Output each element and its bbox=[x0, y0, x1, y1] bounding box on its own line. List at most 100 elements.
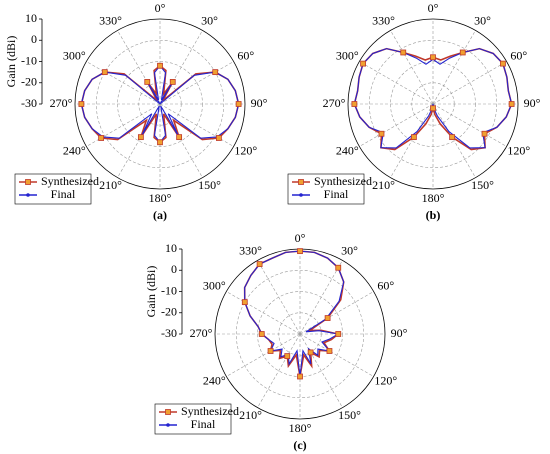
angle-tick-label: 90° bbox=[524, 96, 541, 110]
radial-tick-label: -20 bbox=[21, 75, 37, 89]
series-marker bbox=[351, 101, 358, 107]
angle-tick-label: 150° bbox=[471, 178, 494, 192]
grid-circle bbox=[74, 18, 246, 190]
grid-circle bbox=[347, 18, 519, 190]
angle-tick-label: 120° bbox=[507, 143, 530, 157]
angle-tick-label: 330° bbox=[239, 243, 262, 257]
angle-tick-label: 210° bbox=[239, 408, 262, 422]
grid-spoke bbox=[226, 333, 301, 377]
series-marker bbox=[157, 62, 163, 69]
series-marker bbox=[215, 135, 222, 141]
angle-tick-label: 240° bbox=[63, 143, 86, 157]
grid-spoke bbox=[117, 103, 161, 178]
angle-tick-label: 330° bbox=[372, 13, 395, 27]
series-marker bbox=[241, 299, 248, 306]
series-marker bbox=[430, 105, 436, 112]
angle-tick-label: 150° bbox=[338, 408, 361, 422]
angle-tick-label: 150° bbox=[198, 178, 221, 192]
series-marker bbox=[378, 130, 385, 137]
radial-tick-label: 10 bbox=[165, 241, 177, 255]
angle-tick-label: 270° bbox=[323, 96, 346, 110]
angle-tick-label: 120° bbox=[234, 143, 257, 157]
legend-marker bbox=[166, 423, 170, 427]
subfigure-caption: (c) bbox=[293, 438, 306, 452]
radial-tick-label: 0 bbox=[171, 262, 177, 276]
series-marker bbox=[508, 101, 515, 107]
subfigure-caption: (a) bbox=[153, 208, 167, 222]
grid-circle bbox=[95, 39, 225, 169]
series-marker bbox=[335, 264, 342, 271]
radial-axis-label: Gain (dBi) bbox=[4, 36, 18, 88]
legend-box bbox=[287, 173, 365, 205]
grid-spoke bbox=[432, 103, 476, 178]
legend-label: Final bbox=[324, 187, 349, 201]
angle-tick-label: 60° bbox=[377, 278, 394, 292]
angle-tick-label: 60° bbox=[237, 48, 254, 62]
series-marker bbox=[360, 60, 366, 67]
grid-spoke bbox=[432, 103, 507, 147]
series-marker bbox=[481, 130, 488, 137]
legend-marker bbox=[299, 193, 303, 197]
radial-tick-label: 10 bbox=[25, 11, 37, 25]
series-marker bbox=[324, 315, 331, 321]
angle-tick-label: 270° bbox=[50, 96, 73, 110]
grid-spoke bbox=[359, 61, 434, 105]
radial-tick-label: -20 bbox=[161, 305, 177, 319]
subfigure-caption: (b) bbox=[426, 208, 441, 222]
grid-spoke bbox=[257, 333, 301, 408]
angle-tick-label: 120° bbox=[374, 373, 397, 387]
grid-spoke bbox=[257, 260, 301, 335]
angle-tick-label: 60° bbox=[510, 48, 527, 62]
series-marker bbox=[449, 134, 456, 141]
angle-tick-label: 330° bbox=[99, 13, 122, 27]
series-marker bbox=[326, 348, 333, 354]
polar-chart: 0° 30° 60° 90° 120° 150° 180° 210° 240° 270° 300° 3… bbox=[4, 1, 268, 222]
polar-chart: 0° 30° 60° 90° 120° 150° 180° 210° 240° 270° 300° 3… bbox=[287, 1, 541, 222]
legend-label: Final bbox=[51, 187, 76, 201]
series-marker bbox=[297, 373, 303, 380]
grid-spoke bbox=[117, 30, 161, 105]
series-marker bbox=[430, 54, 436, 61]
grid-spoke bbox=[432, 30, 476, 105]
grid-spoke bbox=[299, 291, 374, 335]
angle-tick-label: 240° bbox=[336, 143, 359, 157]
series-marker bbox=[157, 139, 163, 146]
legend-label: Synthesized bbox=[41, 174, 99, 188]
series-marker bbox=[235, 101, 242, 107]
legend-label: Synthesized bbox=[181, 404, 239, 418]
series-marker bbox=[144, 79, 151, 85]
legend-marker bbox=[26, 193, 30, 197]
series-marker bbox=[176, 134, 183, 141]
angle-tick-label: 300° bbox=[63, 48, 86, 62]
grid-spoke bbox=[299, 260, 343, 335]
legend-box bbox=[154, 403, 232, 435]
radial-tick-label: -30 bbox=[21, 96, 37, 110]
angle-tick-label: 210° bbox=[372, 178, 395, 192]
angle-tick-label: 30° bbox=[474, 13, 491, 27]
series-marker bbox=[307, 349, 314, 356]
grid-circle bbox=[235, 269, 365, 399]
angle-tick-label: 0° bbox=[295, 231, 306, 245]
series-marker bbox=[101, 69, 108, 76]
angle-tick-label: 240° bbox=[203, 373, 226, 387]
angle-tick-label: 180° bbox=[149, 191, 172, 205]
series-marker bbox=[400, 49, 407, 56]
grid-spoke bbox=[159, 103, 203, 178]
polar-chart: 0° 30° 60° 90° 120° 150° 180° 210° 240° 270° 300° 3… bbox=[144, 231, 408, 452]
radial-axis-label: Gain (dBi) bbox=[144, 266, 158, 318]
series-marker bbox=[78, 101, 85, 107]
grid-spoke bbox=[159, 30, 203, 105]
grid-spoke bbox=[390, 30, 434, 105]
series-marker bbox=[256, 261, 263, 267]
angle-tick-label: 90° bbox=[391, 326, 408, 340]
angle-tick-label: 210° bbox=[99, 178, 122, 192]
radial-tick-label: 0 bbox=[31, 32, 37, 46]
series-marker bbox=[410, 134, 417, 141]
legend-marker bbox=[298, 179, 304, 185]
grid-spoke bbox=[159, 61, 234, 105]
series-marker bbox=[137, 134, 144, 141]
series-marker bbox=[297, 248, 303, 255]
series-marker bbox=[500, 60, 506, 67]
series-marker bbox=[98, 135, 105, 141]
